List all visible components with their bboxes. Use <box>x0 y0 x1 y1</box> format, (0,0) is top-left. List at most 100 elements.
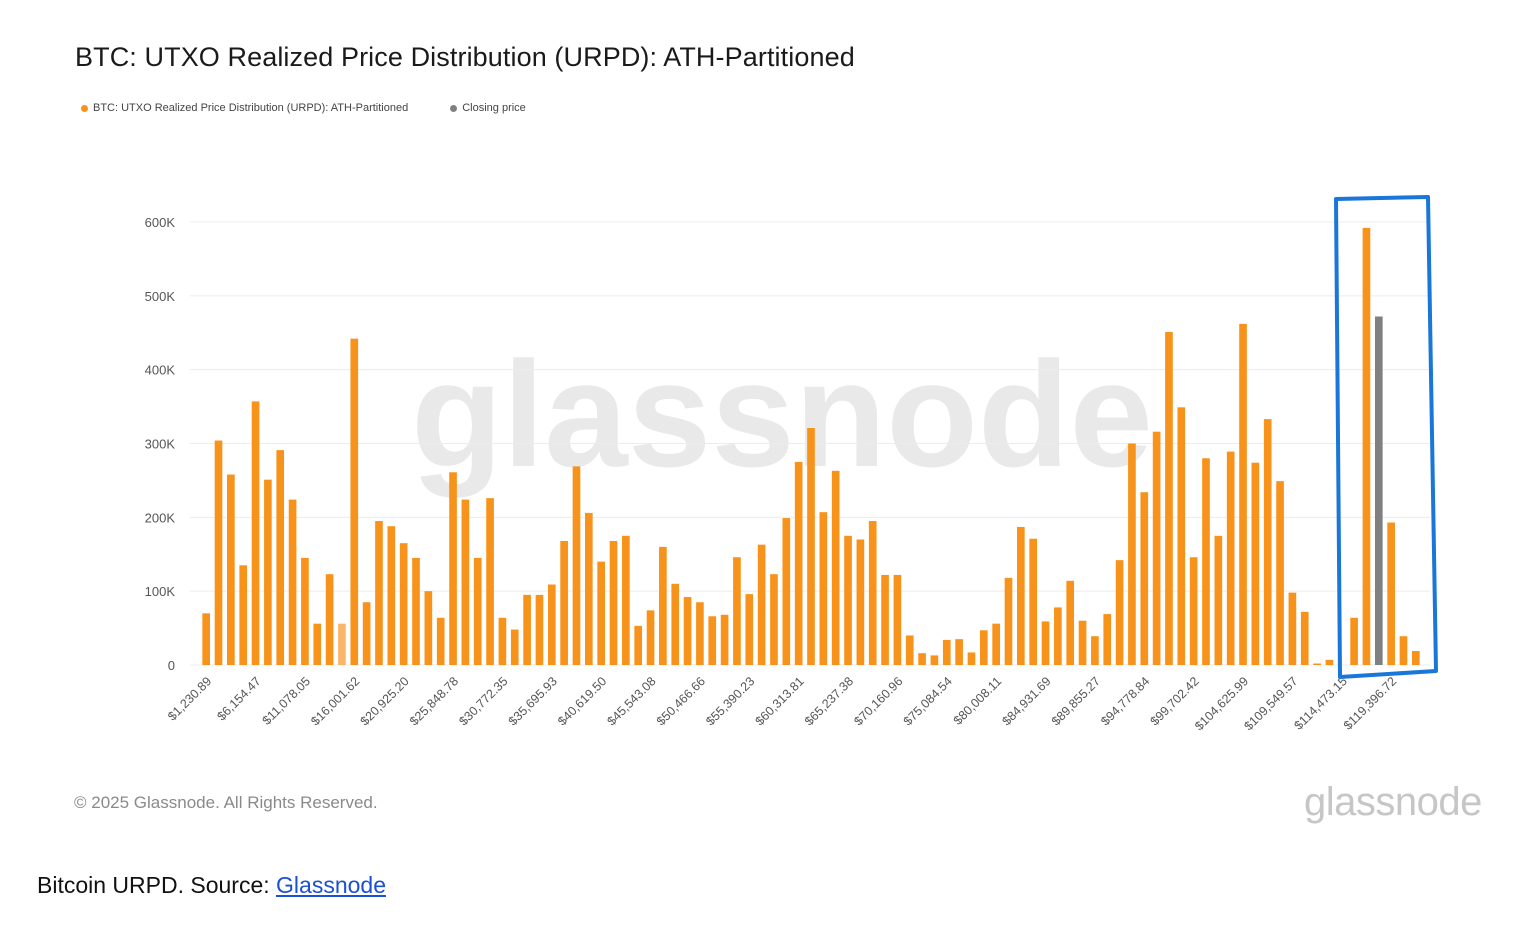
urpd-bar[interactable] <box>1325 659 1334 665</box>
urpd-bar[interactable] <box>1263 419 1272 665</box>
urpd-bar[interactable] <box>1276 481 1284 665</box>
urpd-bar[interactable] <box>547 584 556 665</box>
urpd-bar[interactable] <box>1239 323 1247 665</box>
urpd-bar[interactable] <box>1004 577 1013 665</box>
urpd-bar[interactable] <box>1350 617 1358 665</box>
urpd-bar[interactable] <box>893 574 902 665</box>
urpd-bar[interactable] <box>1054 607 1062 665</box>
urpd-bar[interactable] <box>214 440 223 665</box>
urpd-bar[interactable] <box>868 521 877 665</box>
closing-price-bar[interactable] <box>1374 316 1383 665</box>
urpd-bar[interactable] <box>659 546 667 665</box>
urpd-bar[interactable] <box>1399 636 1408 665</box>
urpd-bar[interactable] <box>1066 580 1075 665</box>
urpd-bar[interactable] <box>967 652 976 665</box>
urpd-bar[interactable] <box>1103 614 1112 665</box>
urpd-bar[interactable] <box>560 540 568 665</box>
urpd-bar[interactable] <box>584 512 593 665</box>
urpd-bar[interactable] <box>979 630 988 665</box>
urpd-bar[interactable] <box>671 583 680 665</box>
urpd-bar[interactable] <box>202 613 210 665</box>
urpd-bar[interactable] <box>757 544 766 665</box>
urpd-bar[interactable] <box>239 565 248 665</box>
urpd-bar[interactable] <box>1300 611 1309 665</box>
urpd-bar[interactable] <box>1017 526 1025 665</box>
urpd-bar[interactable] <box>436 617 445 665</box>
urpd-bar[interactable] <box>918 653 926 665</box>
urpd-bar[interactable] <box>930 655 939 665</box>
urpd-bar[interactable] <box>794 461 803 665</box>
urpd-bar[interactable] <box>844 535 852 665</box>
urpd-bar[interactable] <box>1202 458 1210 665</box>
urpd-bar[interactable] <box>276 450 285 665</box>
urpd-bar[interactable] <box>227 474 235 665</box>
urpd-bar[interactable] <box>523 594 531 665</box>
urpd-bar[interactable] <box>486 498 494 665</box>
urpd-bar[interactable] <box>819 512 828 665</box>
urpd-bar[interactable] <box>264 479 272 665</box>
urpd-bar[interactable] <box>1029 538 1038 665</box>
urpd-bar[interactable] <box>424 591 433 665</box>
urpd-bar[interactable] <box>856 539 865 665</box>
urpd-bar[interactable] <box>770 574 778 665</box>
urpd-bar[interactable] <box>1152 431 1161 665</box>
urpd-bar[interactable] <box>881 574 889 665</box>
urpd-bar[interactable] <box>1128 443 1136 666</box>
urpd-bar[interactable] <box>1078 620 1087 665</box>
urpd-bar[interactable] <box>1226 451 1235 665</box>
urpd-bar[interactable] <box>1115 560 1124 665</box>
urpd-bar[interactable] <box>461 499 470 665</box>
urpd-bar[interactable] <box>350 338 359 665</box>
urpd-bar[interactable] <box>1140 492 1149 665</box>
urpd-bar[interactable] <box>301 557 309 665</box>
urpd-bar[interactable] <box>733 557 741 665</box>
urpd-bar[interactable] <box>708 616 717 665</box>
urpd-bar[interactable] <box>1091 636 1099 665</box>
urpd-bar[interactable] <box>510 629 519 665</box>
urpd-bar[interactable] <box>338 623 346 665</box>
urpd-bar[interactable] <box>498 617 507 665</box>
urpd-bar[interactable] <box>745 594 754 665</box>
urpd-bar[interactable] <box>1313 663 1321 665</box>
urpd-bar[interactable] <box>288 499 297 665</box>
urpd-bar[interactable] <box>1041 621 1050 665</box>
urpd-bar[interactable] <box>696 602 704 665</box>
urpd-bar[interactable] <box>325 574 334 665</box>
urpd-bar[interactable] <box>449 472 457 665</box>
urpd-bar[interactable] <box>412 557 420 665</box>
urpd-bar[interactable] <box>1288 592 1297 665</box>
urpd-bar[interactable] <box>387 526 396 665</box>
source-link[interactable]: Glassnode <box>276 872 386 898</box>
urpd-bar[interactable] <box>942 639 951 665</box>
urpd-bar[interactable] <box>473 557 482 665</box>
urpd-bar[interactable] <box>683 597 692 665</box>
urpd-bar[interactable] <box>375 521 383 665</box>
urpd-bar[interactable] <box>572 466 581 665</box>
urpd-bar[interactable] <box>831 470 840 665</box>
urpd-bar[interactable] <box>807 427 815 665</box>
urpd-bar[interactable] <box>905 635 914 665</box>
urpd-bar[interactable] <box>609 540 618 665</box>
urpd-bar[interactable] <box>622 535 630 665</box>
urpd-bar[interactable] <box>1387 522 1395 665</box>
urpd-bar[interactable] <box>399 543 408 665</box>
urpd-bar[interactable] <box>597 561 605 665</box>
urpd-bar[interactable] <box>720 614 729 665</box>
urpd-bar[interactable] <box>1165 332 1173 665</box>
urpd-bar[interactable] <box>646 610 655 665</box>
urpd-bar[interactable] <box>535 594 544 665</box>
urpd-bar[interactable] <box>992 623 1000 665</box>
urpd-bar[interactable] <box>782 518 791 665</box>
urpd-bar[interactable] <box>1412 650 1420 665</box>
urpd-bar[interactable] <box>1251 462 1260 665</box>
urpd-bar[interactable] <box>1189 557 1198 665</box>
urpd-bar[interactable] <box>313 623 322 665</box>
urpd-bar[interactable] <box>1177 407 1186 665</box>
urpd-bar[interactable] <box>362 602 371 665</box>
urpd-bar[interactable] <box>251 401 260 665</box>
legend-item-urpd[interactable]: BTC: UTXO Realized Price Distribution (U… <box>81 102 408 114</box>
urpd-bar[interactable] <box>1362 227 1371 665</box>
urpd-bar[interactable] <box>955 639 963 665</box>
legend-item-closing-price[interactable]: Closing price <box>450 102 526 114</box>
urpd-bar[interactable] <box>634 625 643 665</box>
